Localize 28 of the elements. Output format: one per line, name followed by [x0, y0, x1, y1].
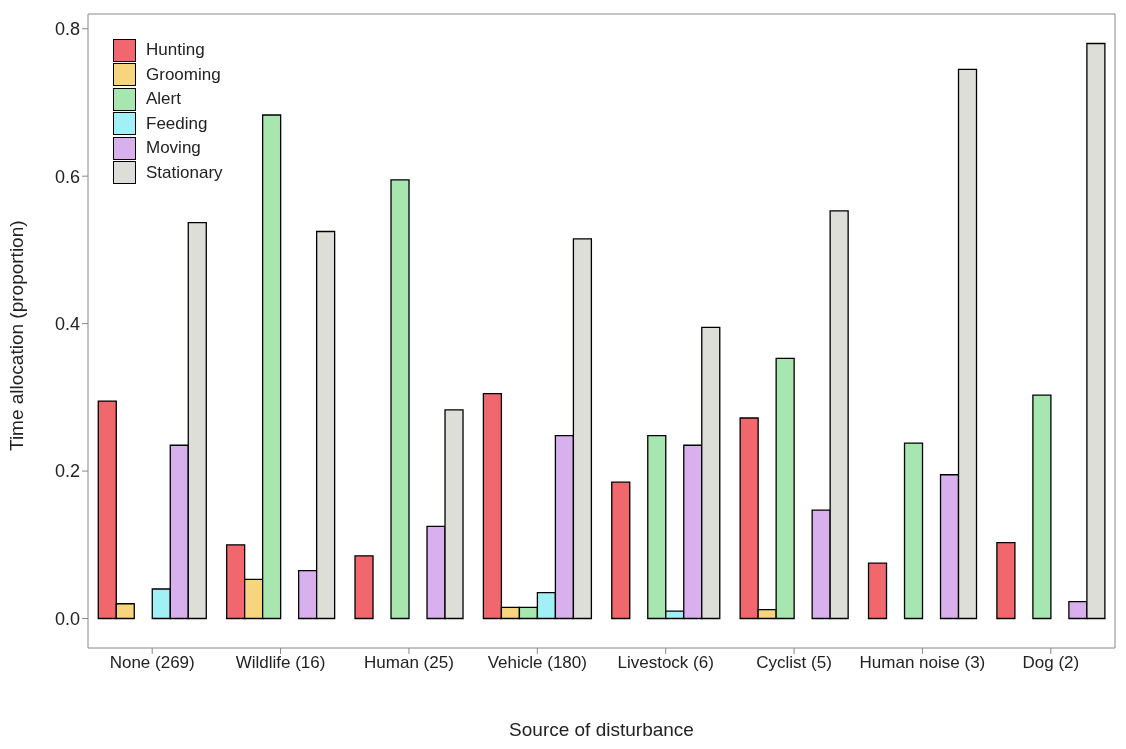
x-axis-title: Source of disturbance	[509, 719, 694, 741]
legend-label: Moving	[146, 138, 201, 159]
y-axis-title: Time allocation (proportion)	[5, 220, 27, 451]
bar	[1032, 394, 1052, 620]
bar	[867, 562, 888, 620]
y-tick-label: 0.8	[54, 19, 80, 40]
bar	[903, 442, 924, 620]
y-tick-label: 0.4	[54, 314, 80, 335]
y-tick-label: 0.6	[54, 166, 80, 187]
x-tick-label: Vehicle (180)	[487, 653, 587, 673]
bar	[390, 179, 410, 620]
x-tick-label: None (269)	[109, 653, 195, 673]
x-tick-label: Cyclist (5)	[756, 653, 832, 673]
x-tick-label: Dog (2)	[1022, 653, 1080, 673]
legend-label: Grooming	[146, 64, 221, 85]
legend-label: Alert	[146, 89, 181, 110]
legend-label: Hunting	[146, 40, 205, 61]
legend-label: Stationary	[146, 162, 223, 183]
x-tick-label: Livestock (6)	[617, 653, 714, 673]
legend-label: Feeding	[146, 113, 208, 134]
y-tick-label: 0.0	[54, 608, 80, 629]
x-tick-label: Human (25)	[364, 653, 454, 673]
x-tick-label: Human noise (3)	[859, 653, 986, 673]
bar	[611, 481, 631, 620]
bar	[354, 555, 374, 620]
bar	[996, 541, 1016, 620]
y-tick-label: 0.2	[54, 461, 80, 482]
x-tick-label: Wildlife (16)	[235, 653, 326, 673]
